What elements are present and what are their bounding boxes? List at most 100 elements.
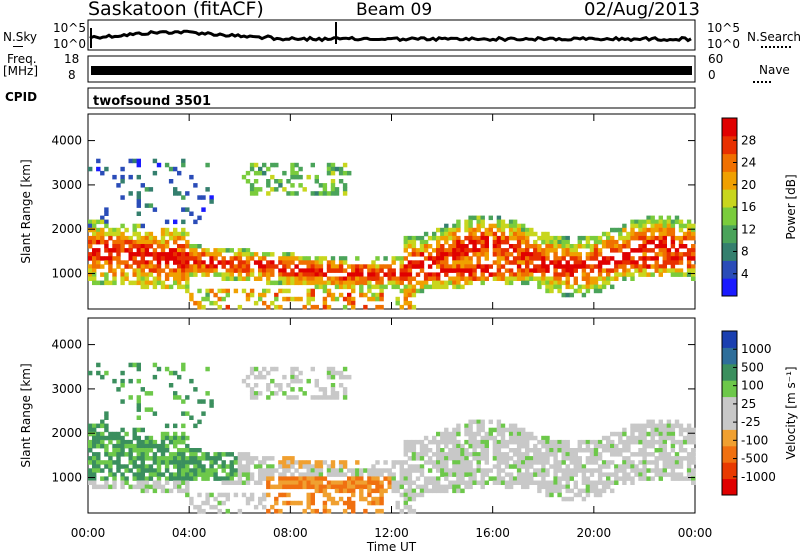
scatter-cell (330, 166, 336, 172)
scatter-cell (464, 219, 469, 225)
scatter-cell (654, 448, 659, 453)
scatter-cell (193, 272, 198, 277)
scatter-cell (464, 227, 469, 233)
scatter-cell (322, 187, 328, 192)
scatter-cell (432, 235, 437, 241)
scatter-cell (96, 256, 101, 261)
scatter-cell (440, 456, 445, 461)
scatter-cell (302, 508, 307, 514)
scatter-cell (480, 472, 485, 477)
scatter-cell (152, 484, 158, 490)
scatter-cell (278, 476, 283, 481)
scatter-cell (411, 492, 417, 498)
scatter-cell (525, 439, 530, 445)
scatter-cell (270, 260, 275, 265)
scatter-cell (427, 272, 433, 277)
scatter-cell (225, 476, 230, 481)
scatter-cell (448, 280, 453, 286)
scatter-cell (610, 488, 615, 494)
scatter-cell (152, 439, 158, 445)
scatter-cell (440, 435, 445, 441)
scatter-cell (351, 480, 356, 485)
scatter-cell (258, 460, 263, 465)
scatter-cell (148, 435, 154, 441)
scatter-cell (557, 288, 562, 294)
scatter-cell (622, 244, 627, 249)
scatter-cell (407, 464, 413, 469)
scatter-cell (440, 472, 445, 477)
scatter-cell (209, 468, 214, 473)
scatter-cell (88, 272, 93, 277)
scatter-cell (557, 476, 562, 481)
scatter-cell (136, 203, 141, 208)
scatter-cell (209, 195, 214, 200)
scatter-cell (294, 378, 299, 384)
scatter-cell (618, 231, 623, 237)
scatter-cell (525, 431, 530, 437)
scatter-cell (553, 276, 558, 281)
scatter-cell (96, 423, 101, 429)
scatter-cell (674, 439, 680, 445)
scatter-cell (646, 423, 651, 429)
scatter-cell (197, 288, 202, 294)
scatter-cell (537, 456, 542, 461)
scatter-cell (545, 452, 550, 457)
scatter-cell (512, 476, 518, 481)
scatter-cell (504, 280, 510, 286)
scatter-cell (124, 264, 129, 269)
scatter-cell (492, 244, 498, 249)
scatter-cell (630, 260, 635, 265)
scatter-cell (448, 435, 453, 441)
scatter-cell (205, 468, 210, 473)
scatter-cell (88, 431, 93, 437)
freq-band (91, 66, 692, 75)
scatter-cell (270, 456, 275, 461)
scatter-cell (391, 284, 396, 290)
scatter-cell (262, 456, 267, 461)
scatter-cell (674, 472, 680, 477)
scatter-cell (407, 480, 413, 485)
scatter-cell (359, 280, 364, 286)
scatter-cell (282, 268, 287, 273)
scatter-cell (662, 435, 667, 441)
scatter-cell (638, 231, 643, 237)
scatter-cell (614, 443, 619, 449)
scatter-cell (205, 292, 210, 298)
scatter-cell (472, 231, 477, 237)
velocity-colorbar-tick-label: -25 (741, 415, 761, 429)
scatter-cell (387, 468, 392, 473)
scatter-cell (298, 378, 303, 384)
scatter-cell (423, 272, 429, 277)
scatter-cell (468, 239, 473, 245)
scatter-cell (140, 264, 145, 269)
scatter-cell (274, 264, 279, 269)
scatter-cell (116, 235, 121, 241)
scatter-cell (508, 272, 514, 277)
velocity-colorbar-swatch (722, 380, 737, 398)
scatter-cell (500, 480, 506, 485)
scatter-cell (116, 443, 121, 449)
scatter-cell (606, 235, 611, 241)
scatter-cell (371, 468, 376, 473)
scatter-cell (249, 395, 255, 400)
scatter-cell (314, 191, 319, 196)
scatter-cell (266, 276, 271, 281)
scatter-cell (500, 452, 506, 457)
scatter-cell (160, 235, 166, 241)
scatter-cell (229, 260, 234, 265)
scatter-cell (460, 443, 465, 449)
scatter-cell (262, 496, 267, 502)
scatter-cell (342, 366, 348, 372)
scatter-cell (573, 468, 578, 473)
scatter-cell (347, 488, 352, 494)
scatter-cell (229, 256, 234, 261)
scatter-cell (225, 464, 230, 469)
scatter-cell (108, 227, 113, 233)
scatter-cell (185, 191, 190, 196)
scatter-cell (181, 476, 186, 481)
scatter-cell (686, 460, 692, 465)
scatter-cell (205, 366, 210, 372)
scatter-cell (480, 452, 485, 457)
scatter-cell (225, 260, 230, 265)
scatter-cell (666, 248, 672, 253)
